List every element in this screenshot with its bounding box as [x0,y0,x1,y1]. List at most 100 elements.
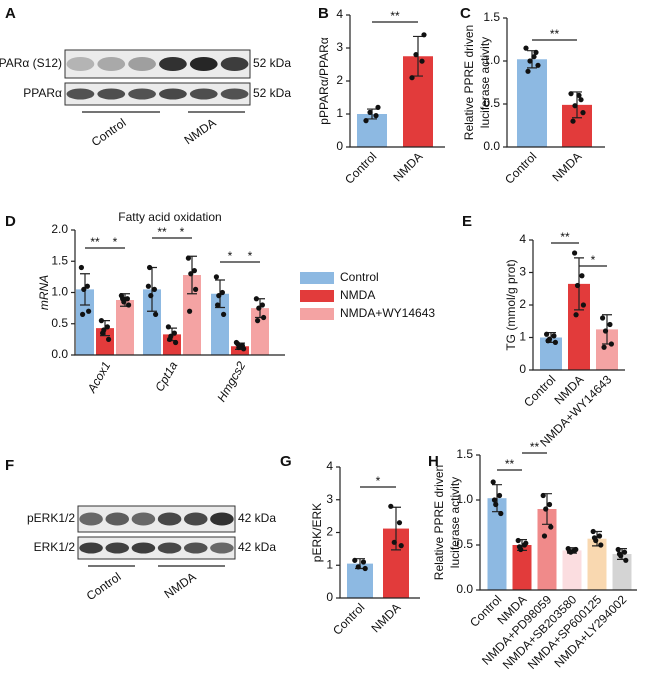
blot-band [183,512,208,526]
data-point [409,75,415,81]
blot-label: PPARα [23,86,62,100]
data-point [573,312,579,318]
significance-label: * [591,253,596,267]
x-tick-label: Control [330,600,367,637]
data-point [81,286,87,292]
blot-band [97,57,126,71]
y-tick-label: 0.0 [456,582,473,596]
x-tick-label: Acox1 [84,359,113,396]
data-point [616,551,623,557]
data-point [120,296,126,302]
y-tick-label: 3 [336,40,343,54]
significance-label: ** [550,27,560,41]
significance-label: * [228,249,233,263]
data-point [98,318,104,324]
y-axis-label: TG (mmol/g prot) [504,259,518,350]
data-point [541,533,548,539]
data-point [241,346,247,352]
bar [517,59,547,147]
y-tick-label: 0.5 [51,316,68,330]
axes [339,467,420,599]
group-label: NMDA [162,570,199,602]
blot-band [210,542,234,554]
data-point [576,92,582,98]
blot-band [210,512,234,526]
data-point [516,544,523,550]
data-point [124,296,130,302]
blot-band [159,88,187,100]
data-point [535,62,541,68]
bar [96,328,114,355]
blot-band [189,57,218,71]
bar [612,554,632,590]
blot-size: 52 kDa [253,56,291,70]
data-point [540,492,546,499]
data-point [391,539,397,545]
blot-band [159,57,187,71]
data-point [572,103,578,109]
data-point [546,501,553,508]
blot-band [183,542,208,554]
data-point [104,324,110,330]
bar [562,550,582,590]
data-point [375,104,381,110]
y-tick-label: 0.5 [483,96,500,110]
panel-letter: F [5,457,14,474]
data-point [621,549,628,555]
data-point [187,308,193,314]
data-point [253,296,259,302]
data-point [600,315,606,321]
data-point [396,520,403,526]
data-point [362,565,368,572]
y-tick-label: 0 [336,139,343,153]
significance-label: * [248,249,253,263]
data-point [261,314,267,321]
data-point [259,302,265,308]
y-axis-label: Relative PPRE driven [462,25,476,140]
data-point [213,274,219,280]
data-point [191,268,197,274]
data-point [221,311,227,317]
panel-letter: H [428,453,439,470]
panel-letter: B [318,5,329,22]
y-tick-label: 2.0 [51,222,68,236]
data-point [543,506,549,512]
data-point [496,492,503,499]
significance-label: * [113,235,118,249]
x-tick-label: Hmgcs2 [214,359,248,404]
y-tick-label: 4 [326,459,333,473]
data-point [525,68,531,74]
bar [116,300,134,355]
y-tick-label: 1 [519,330,526,344]
y-tick-label: 2 [326,525,333,539]
data-point [580,110,586,116]
blot-band [66,88,95,100]
bar [143,289,161,355]
blot-band [131,542,156,554]
data-point [419,58,425,64]
data-point [608,341,615,347]
x-tick-label: NMDA [368,600,403,635]
data-point [523,540,529,546]
y-tick-label: 0 [519,362,526,376]
significance-label: ** [560,230,570,244]
panel-letter: G [280,453,292,470]
data-point [235,341,241,347]
data-point [78,264,84,271]
y-tick-label: 1.5 [456,447,473,461]
data-point [106,336,112,342]
data-point [413,52,419,58]
data-point [573,546,579,553]
y-tick-label: 2 [519,297,526,311]
blot-band [66,57,95,71]
axes [506,18,605,148]
bar [183,275,201,355]
legend-swatch [300,308,334,320]
blot-label: ERK1/2 [34,540,76,554]
y-tick-label: 3 [519,265,526,279]
blot-size: 42 kDa [238,511,276,525]
data-point [601,344,607,350]
group-label: NMDA [182,116,219,148]
y-axis-label: pERK/ERK [310,503,324,562]
